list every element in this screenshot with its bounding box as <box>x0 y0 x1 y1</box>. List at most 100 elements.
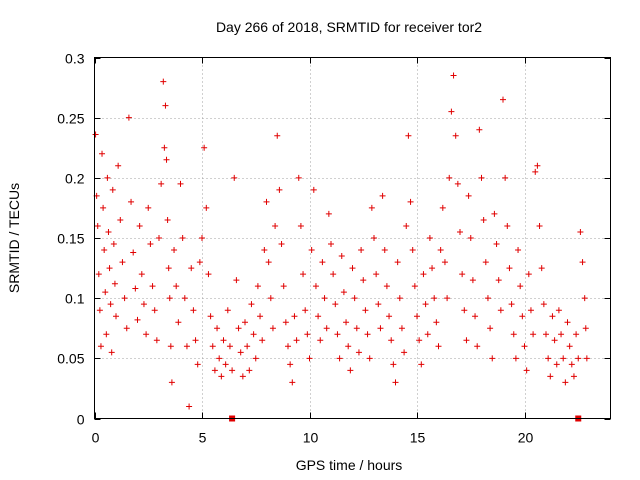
data-point <box>97 343 104 350</box>
data-point <box>439 204 446 211</box>
data-point <box>403 222 410 229</box>
data-point <box>233 277 240 284</box>
data-point <box>362 307 369 314</box>
x-tick-label: 5 <box>199 430 207 446</box>
data-point <box>416 337 423 344</box>
data-point <box>358 247 365 254</box>
y-tick-label: 0.15 <box>57 231 84 247</box>
y-tick-label: 0 <box>77 412 85 428</box>
data-point <box>551 337 558 344</box>
data-point <box>418 361 425 368</box>
data-point <box>218 373 225 380</box>
x-tick-label: 10 <box>303 430 319 446</box>
data-point <box>96 307 103 314</box>
data-point <box>392 379 399 386</box>
data-point <box>308 247 315 254</box>
data-point <box>504 222 511 229</box>
data-point <box>179 235 186 241</box>
data-point <box>480 216 487 223</box>
data-point <box>543 331 549 338</box>
data-point <box>190 307 197 314</box>
data-point <box>497 307 504 314</box>
y-tick-label: 0.25 <box>57 111 84 127</box>
data-point <box>211 367 218 374</box>
data-point <box>394 259 401 266</box>
data-point <box>530 331 537 338</box>
data-point <box>123 325 130 332</box>
data-point <box>171 247 178 254</box>
data-point <box>254 283 261 290</box>
data-point <box>469 277 476 284</box>
data-point <box>575 355 582 362</box>
data-point <box>540 301 547 308</box>
data-point <box>508 301 515 308</box>
data-point <box>259 337 266 344</box>
data-point <box>257 313 264 320</box>
data-point <box>555 307 562 314</box>
data-point <box>377 325 384 332</box>
data-point <box>201 144 208 151</box>
plot-frame <box>94 57 611 419</box>
data-point <box>401 349 408 356</box>
data-point <box>500 96 506 103</box>
data-point <box>132 285 139 292</box>
data-point <box>407 198 414 205</box>
chart-title: Day 266 of 2018, SRMTID for receiver tor… <box>216 19 482 35</box>
data-point <box>343 319 350 326</box>
data-point <box>388 337 395 344</box>
data-point <box>371 235 377 241</box>
data-point <box>489 355 496 362</box>
data-point <box>355 349 362 356</box>
data-point <box>143 331 150 338</box>
x-tick-label: 15 <box>410 430 426 446</box>
data-point <box>239 373 246 380</box>
data-point <box>536 222 543 229</box>
data-point <box>165 265 172 272</box>
data-point <box>334 331 341 338</box>
y-tick-label: 0.3 <box>65 51 85 67</box>
data-point <box>222 361 229 368</box>
data-point <box>158 180 165 187</box>
data-point <box>424 331 431 338</box>
data-point <box>111 280 118 287</box>
grid-lines <box>94 57 611 419</box>
data-point <box>293 337 300 344</box>
data-point <box>444 295 451 302</box>
data-point <box>106 265 113 272</box>
data-point <box>130 249 137 256</box>
data-point <box>121 295 128 302</box>
data-point <box>102 289 109 296</box>
data-point <box>429 265 436 272</box>
data-point <box>493 241 500 248</box>
data-point <box>113 313 119 320</box>
data-point <box>517 283 524 290</box>
data-point <box>269 325 276 332</box>
y-axis-label: SRMTID / TECUs <box>6 183 22 293</box>
data-point <box>527 307 534 314</box>
y-tick-label: 0.05 <box>57 351 84 367</box>
data-point <box>162 102 169 109</box>
data-point <box>560 355 567 362</box>
data-point <box>426 235 433 241</box>
data-point <box>226 343 233 350</box>
data-point <box>199 235 205 241</box>
data-point <box>532 168 539 175</box>
data-point <box>160 78 167 85</box>
data-point <box>263 198 270 205</box>
data-point <box>92 131 99 138</box>
data-point <box>297 222 304 229</box>
data-point <box>103 331 110 338</box>
y-tick-label: 0.1 <box>65 291 85 307</box>
data-point <box>465 192 472 199</box>
data-point <box>405 132 412 139</box>
data-point <box>278 241 285 248</box>
data-point <box>558 331 565 338</box>
data-point <box>161 144 168 151</box>
data-point <box>100 204 107 211</box>
data-point <box>336 355 343 362</box>
data-point <box>570 373 577 380</box>
data-point <box>519 313 526 320</box>
data-point <box>332 301 339 308</box>
data-point <box>390 361 397 368</box>
data-point <box>545 355 552 362</box>
